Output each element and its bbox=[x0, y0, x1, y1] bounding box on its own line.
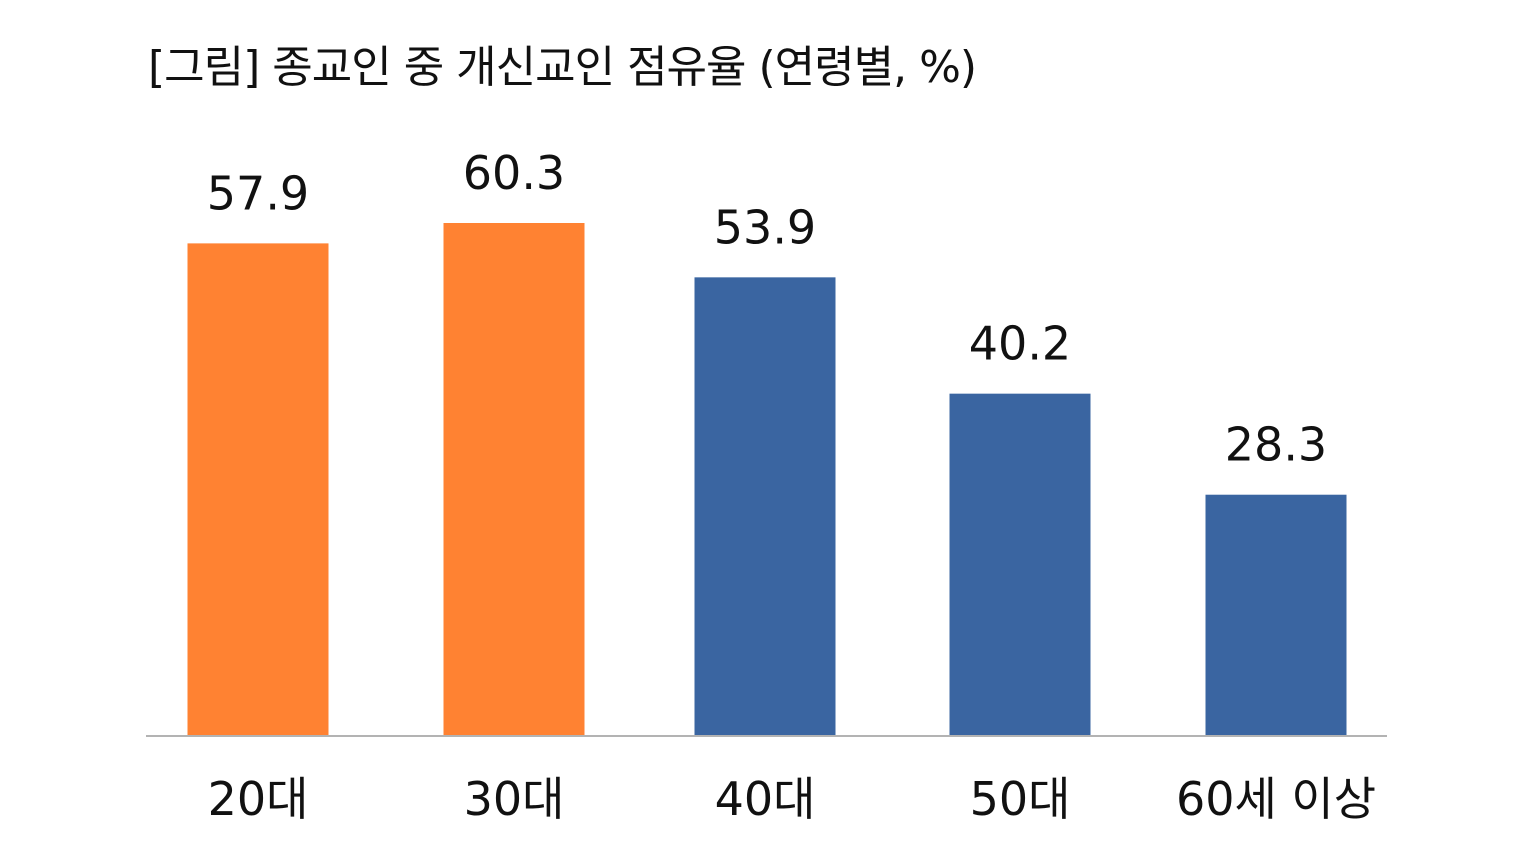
bar-4 bbox=[949, 393, 1091, 735]
x-tick-label-5: 60세 이상 bbox=[1176, 772, 1376, 826]
value-label-4: 40.2 bbox=[969, 317, 1071, 371]
bar-5 bbox=[1205, 494, 1347, 735]
value-label-5: 28.3 bbox=[1225, 418, 1327, 472]
bar-2 bbox=[443, 223, 585, 735]
chart-title: [그림] 종교인 중 개신교인 점유율 (연령별, %) bbox=[148, 42, 977, 93]
value-labels-group: 57.9 60.3 53.9 40.2 28.3 bbox=[207, 146, 1327, 472]
bar-3 bbox=[694, 277, 836, 735]
tick-labels-group: 20대 30대 40대 50대 60세 이상 bbox=[208, 772, 1376, 826]
bar-1 bbox=[187, 243, 329, 735]
value-label-3: 53.9 bbox=[714, 200, 816, 254]
bars-group bbox=[187, 223, 1347, 735]
value-label-2: 60.3 bbox=[463, 146, 565, 200]
x-tick-label-4: 50대 bbox=[970, 772, 1071, 826]
value-label-1: 57.9 bbox=[207, 166, 309, 220]
x-tick-label-2: 30대 bbox=[464, 772, 565, 826]
x-tick-label-1: 20대 bbox=[208, 772, 309, 826]
x-tick-label-3: 40대 bbox=[715, 772, 816, 826]
